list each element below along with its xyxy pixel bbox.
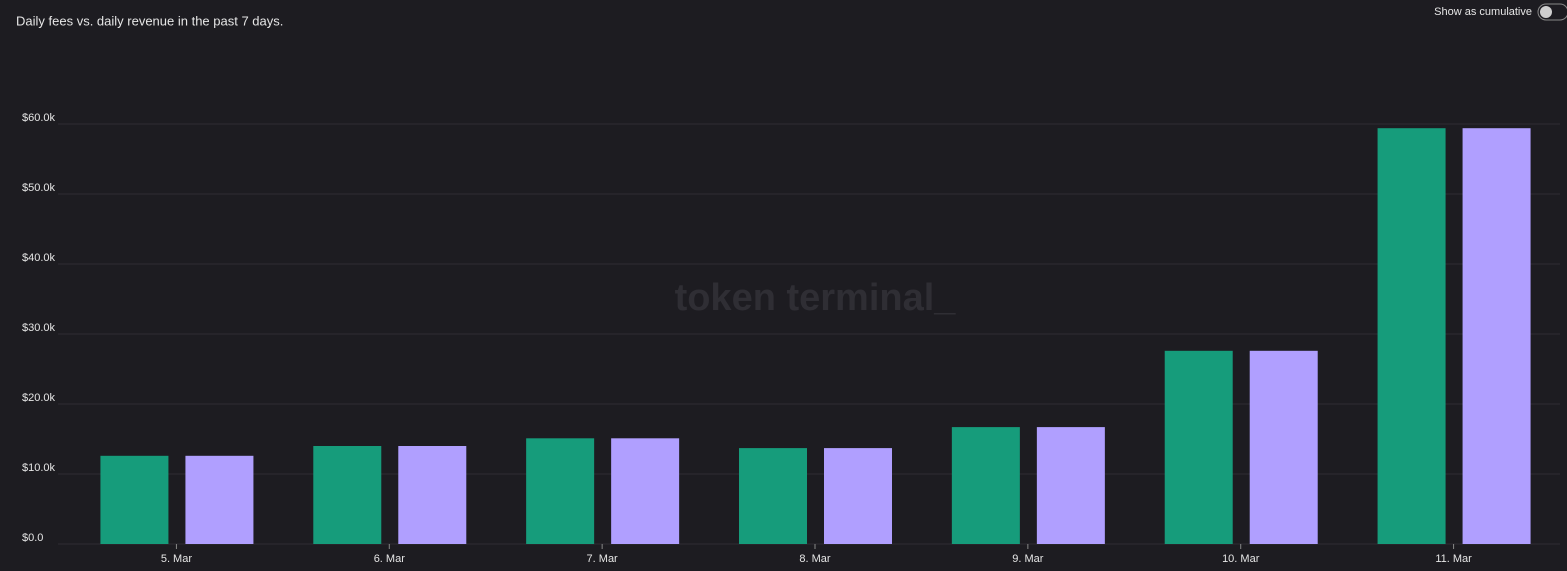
toggle-knob[interactable] (1540, 6, 1552, 18)
bar (185, 455, 254, 544)
x-tick-label: 9. Mar (1012, 553, 1044, 565)
bar (951, 427, 1020, 544)
bar (739, 448, 807, 544)
x-tick-label: 11. Mar (1435, 553, 1472, 565)
bar (1462, 128, 1531, 544)
y-tick-label: $10.0k (22, 462, 56, 474)
bar (1377, 128, 1446, 544)
bar (1036, 427, 1105, 544)
x-tick-label: 8. Mar (799, 553, 831, 565)
bar (398, 446, 467, 544)
watermark: token terminal_ (675, 277, 957, 319)
x-tick-label: 7. Mar (587, 553, 619, 565)
bar (1249, 350, 1318, 544)
x-tick-label: 6. Mar (374, 553, 406, 565)
y-tick-label: $30.0k (22, 322, 56, 334)
y-tick-label: $50.0k (22, 182, 56, 194)
bar (100, 455, 169, 544)
bar (526, 438, 595, 544)
x-tick-label: 5. Mar (161, 553, 193, 565)
y-tick-label: $20.0k (22, 392, 56, 404)
x-tick-label: 10. Mar (1222, 553, 1260, 565)
y-tick-label: $60.0k (22, 112, 56, 124)
chart-title: Daily fees vs. daily revenue in the past… (16, 13, 283, 28)
bar (611, 438, 680, 544)
toggle[interactable] (1537, 3, 1567, 21)
toggle-label: Show as cumulative (1434, 6, 1532, 18)
bar (1164, 350, 1233, 544)
y-tick-label: $40.0k (22, 252, 56, 264)
y-tick-label: $0.0 (22, 532, 43, 544)
bar (824, 448, 892, 544)
bar (313, 446, 382, 544)
